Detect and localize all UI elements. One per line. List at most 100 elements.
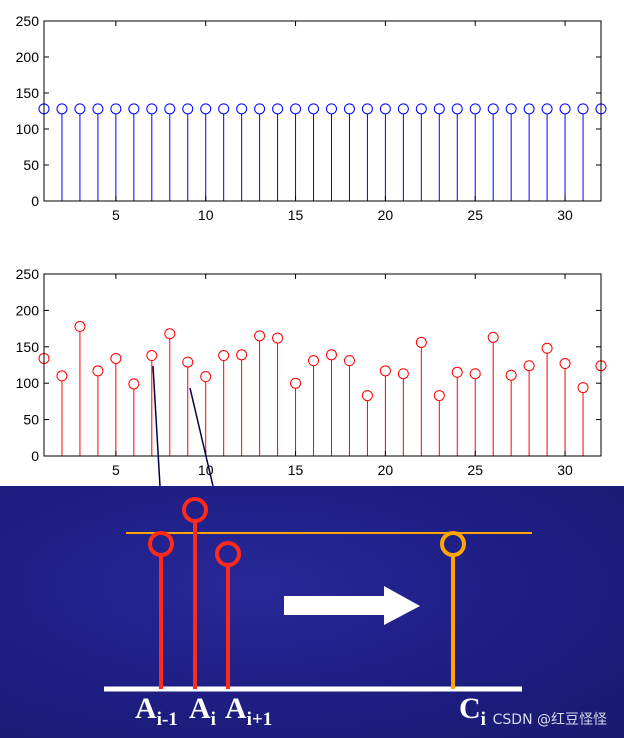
chart-bottom-xtick-label-25: 25 <box>467 462 483 478</box>
chart-top-marker-17 <box>325 103 337 115</box>
chart-bottom-ytick-label-50: 50 <box>23 412 39 428</box>
chart-top-marker-21 <box>397 103 409 115</box>
right-arrow-icon <box>284 586 420 625</box>
chart-bottom-marker-28 <box>523 360 535 372</box>
chart-top-marker-12 <box>236 103 248 115</box>
label-a-prev: Ai-1 <box>135 692 178 730</box>
chart-top-marker-9 <box>182 103 194 115</box>
marker-c-cur <box>440 531 466 557</box>
chart-top-xtick-label-20: 20 <box>378 207 394 223</box>
label-a-cur: Ai <box>189 692 216 730</box>
chart-top-constant: 5 10 15 20 25 30 0 50 100 150 200 250 <box>16 13 607 223</box>
chart-bottom-marker-25 <box>469 368 481 380</box>
connector-line-left <box>152 365 161 487</box>
chart-top-marker-10 <box>200 103 212 115</box>
chart-bottom-marker-26 <box>487 331 499 343</box>
chart-bottom-marker-7 <box>146 350 158 362</box>
chart-top-xtick-label-15: 15 <box>288 207 304 223</box>
chart-bottom-ytick-label-250: 250 <box>16 266 40 282</box>
marker-a-prev <box>148 531 174 557</box>
chart-bottom-ytick-label-0: 0 <box>31 448 39 464</box>
watermark-text: CSDN @红豆怪怪 <box>493 712 607 728</box>
chart-bottom-marker-21 <box>397 368 409 380</box>
chart-top-marker-18 <box>343 103 355 115</box>
chart-top-marker-8 <box>164 103 176 115</box>
chart-top-marker-26 <box>487 103 499 115</box>
chart-top-marker-14 <box>272 103 284 115</box>
chart-bottom-xtick-label-5: 5 <box>112 462 120 478</box>
chart-bottom-stems <box>38 320 607 456</box>
chart-top-xtick-label-30: 30 <box>557 207 573 223</box>
chart-top-marker-4 <box>92 103 104 115</box>
chart-top-marker-31 <box>577 103 589 115</box>
chart-top-xtick-label-10: 10 <box>198 207 214 223</box>
chart-top-marker-19 <box>361 103 373 115</box>
chart-top-ticks: 5 10 15 20 25 30 0 50 100 150 200 250 <box>16 13 601 223</box>
chart-bottom-xtick-label-15: 15 <box>288 462 304 478</box>
chart-bottom-marker-13 <box>254 330 266 342</box>
chart-bottom-marker-17 <box>325 349 337 361</box>
label-c-cur: Ci <box>459 692 486 730</box>
chart-bottom-ytick-label-200: 200 <box>16 302 40 318</box>
chart-top-marker-25 <box>469 103 481 115</box>
chart-bottom-varying: 5 10 15 20 25 30 0 50 100 150 200 250 <box>16 266 607 478</box>
chart-bottom-marker-19 <box>361 390 373 402</box>
chart-bottom-marker-24 <box>451 366 463 378</box>
chart-bottom-marker-18 <box>343 355 355 367</box>
chart-bottom-marker-4 <box>92 365 104 377</box>
chart-top-marker-27 <box>505 103 517 115</box>
chart-top-ytick-label-100: 100 <box>16 121 40 137</box>
chart-top-ytick-label-150: 150 <box>16 85 40 101</box>
chart-bottom-marker-14 <box>272 332 284 344</box>
chart-bottom-marker-20 <box>379 365 391 377</box>
chart-top-marker-7 <box>146 103 158 115</box>
chart-top-ytick-label-50: 50 <box>23 157 39 173</box>
chart-bottom-marker-31 <box>577 382 589 394</box>
chart-top-xtick-label-5: 5 <box>112 207 120 223</box>
chart-top-marker-30 <box>559 103 571 115</box>
chart-bottom-marker-23 <box>433 390 445 402</box>
chart-bottom-ticks: 5 10 15 20 25 30 0 50 100 150 200 250 <box>16 266 601 478</box>
chart-bottom-marker-3 <box>74 320 86 332</box>
chart-bottom-marker-30 <box>559 358 571 370</box>
chart-top-marker-11 <box>218 103 230 115</box>
chart-bottom-marker-29 <box>541 342 553 354</box>
chart-top-xtick-label-25: 25 <box>467 207 483 223</box>
chart-bottom-marker-27 <box>505 369 517 381</box>
chart-top-marker-6 <box>128 103 140 115</box>
chart-bottom-xtick-label-30: 30 <box>557 462 573 478</box>
chart-bottom-ytick-label-100: 100 <box>16 375 40 391</box>
chart-top-marker-3 <box>74 103 86 115</box>
chart-top-marker-15 <box>290 103 302 115</box>
chart-bottom-xtick-label-20: 20 <box>378 462 394 478</box>
chart-top-marker-20 <box>379 103 391 115</box>
chart-top-stems <box>38 103 607 201</box>
chart-top-marker-28 <box>523 103 535 115</box>
chart-bottom-marker-10 <box>200 371 212 383</box>
chart-bottom-marker-2 <box>56 370 68 382</box>
chart-top-marker-29 <box>541 103 553 115</box>
chart-bottom-marker-8 <box>164 328 176 340</box>
chart-bottom-marker-22 <box>415 336 427 348</box>
chart-bottom-xtick-label-10: 10 <box>198 462 214 478</box>
chart-top-marker-23 <box>433 103 445 115</box>
chart-bottom-marker-5 <box>110 352 122 364</box>
chart-top-marker-16 <box>308 103 320 115</box>
chart-top-marker-13 <box>254 103 266 115</box>
chart-top-ytick-label-0: 0 <box>31 193 39 209</box>
resampling-diagram: Ai-1 Ai Ai+1 Ci <box>104 497 532 730</box>
chart-top-ytick-label-200: 200 <box>16 49 40 65</box>
chart-bottom-ytick-label-150: 150 <box>16 339 40 355</box>
chart-top-marker-24 <box>451 103 463 115</box>
marker-a-cur <box>182 497 208 523</box>
chart-bottom-marker-9 <box>182 356 194 368</box>
label-a-next: Ai+1 <box>225 692 272 730</box>
chart-bottom-marker-6 <box>128 378 140 390</box>
marker-a-next <box>215 541 241 567</box>
chart-top-marker-2 <box>56 103 68 115</box>
chart-top-ytick-label-250: 250 <box>16 13 40 29</box>
chart-top-marker-5 <box>110 103 122 115</box>
chart-bottom-marker-11 <box>218 350 230 362</box>
